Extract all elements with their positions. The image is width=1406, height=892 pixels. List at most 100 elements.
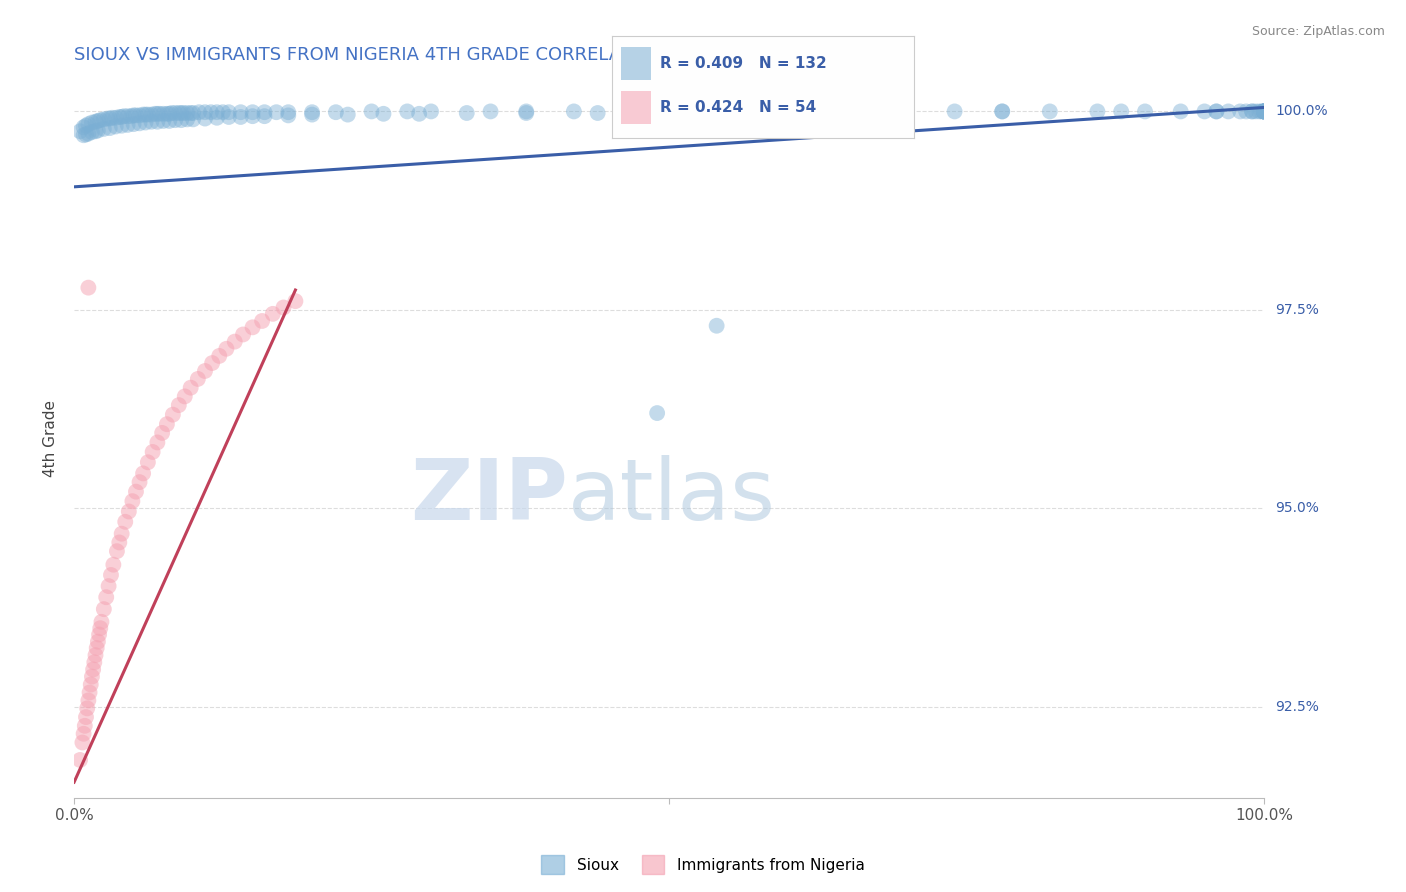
Point	[112, 109, 135, 123]
Point	[69, 124, 91, 138]
Point	[253, 109, 276, 123]
Point	[128, 108, 150, 122]
Point	[194, 105, 217, 120]
Point	[122, 108, 145, 122]
Point	[104, 111, 127, 125]
Point	[156, 107, 179, 121]
Point	[194, 364, 217, 378]
Point	[211, 105, 233, 120]
Point	[75, 128, 97, 142]
Point	[100, 568, 122, 582]
Point	[669, 105, 692, 120]
Point	[87, 114, 110, 128]
Point	[160, 106, 183, 120]
Point	[128, 116, 150, 130]
Point	[89, 621, 111, 635]
Point	[224, 334, 246, 349]
Point	[96, 112, 118, 126]
Point	[80, 125, 103, 139]
Point	[896, 104, 918, 119]
Point	[173, 389, 195, 403]
Point	[180, 381, 202, 395]
Point	[200, 105, 222, 120]
Point	[97, 579, 120, 593]
Point	[82, 663, 104, 677]
Point	[1244, 104, 1267, 119]
Point	[150, 425, 173, 440]
Point	[72, 735, 94, 749]
Point	[562, 104, 585, 119]
Point	[141, 107, 163, 121]
Point	[111, 119, 134, 133]
Point	[991, 104, 1014, 119]
Point	[1253, 104, 1275, 119]
Point	[336, 107, 359, 121]
Point	[101, 111, 124, 125]
Point	[194, 112, 217, 126]
Point	[1253, 104, 1275, 119]
Text: SIOUX VS IMMIGRANTS FROM NIGERIA 4TH GRADE CORRELATION CHART: SIOUX VS IMMIGRANTS FROM NIGERIA 4TH GRA…	[75, 46, 730, 64]
Point	[408, 107, 430, 121]
Point	[1218, 104, 1240, 119]
Point	[1253, 104, 1275, 119]
Point	[134, 115, 156, 129]
Point	[1170, 104, 1192, 119]
Point	[1205, 104, 1227, 119]
Point	[157, 107, 180, 121]
Point	[848, 104, 870, 119]
Point	[84, 114, 107, 128]
Point	[170, 106, 193, 120]
Point	[208, 349, 231, 363]
Point	[1229, 104, 1251, 119]
Point	[132, 107, 155, 121]
Text: 92.5%: 92.5%	[1275, 700, 1319, 714]
Point	[136, 107, 159, 121]
Point	[645, 406, 668, 420]
Point	[1253, 104, 1275, 119]
Point	[146, 435, 169, 450]
Point	[396, 104, 419, 119]
Point	[114, 515, 136, 529]
Point	[93, 112, 115, 127]
Text: 95.0%: 95.0%	[1275, 501, 1319, 516]
Point	[80, 670, 103, 684]
Point	[360, 104, 382, 119]
Point	[765, 105, 787, 120]
Point	[117, 109, 139, 123]
Point	[872, 104, 894, 119]
Point	[456, 106, 478, 120]
Point	[205, 105, 228, 120]
Point	[152, 107, 174, 121]
Point	[253, 105, 276, 120]
Point	[242, 109, 264, 123]
Point	[121, 494, 143, 508]
Point	[87, 123, 110, 137]
Point	[515, 104, 537, 119]
Point	[80, 115, 103, 129]
Point	[77, 693, 100, 707]
Point	[610, 104, 633, 119]
Point	[105, 544, 128, 558]
Point	[262, 307, 284, 321]
Point	[1205, 104, 1227, 119]
Point	[229, 110, 252, 124]
Point	[706, 318, 728, 333]
FancyBboxPatch shape	[620, 47, 651, 79]
Point	[75, 710, 97, 724]
Point	[143, 107, 166, 121]
Point	[1253, 104, 1275, 119]
Text: ZIP: ZIP	[411, 455, 568, 538]
Point	[181, 112, 204, 127]
Point	[1253, 104, 1275, 119]
Point	[103, 558, 125, 572]
Point	[122, 117, 145, 131]
Point	[284, 294, 307, 309]
Point	[658, 104, 681, 119]
Point	[84, 648, 107, 663]
Point	[76, 701, 98, 715]
Point	[98, 121, 121, 136]
Point	[77, 127, 100, 141]
Point	[1039, 104, 1062, 119]
Point	[120, 109, 142, 123]
Point	[69, 753, 91, 767]
